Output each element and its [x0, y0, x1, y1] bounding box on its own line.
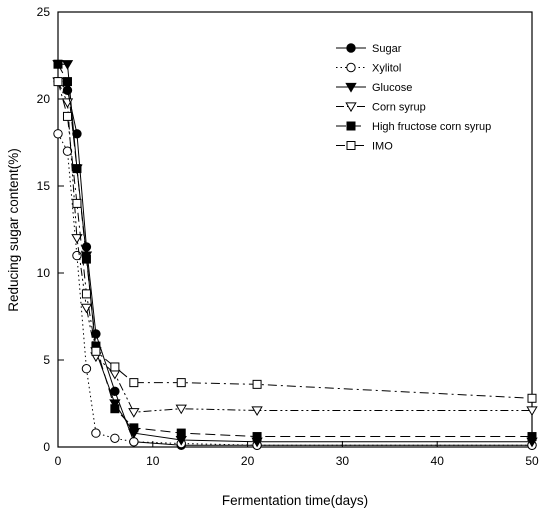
data-point-high-fructose-corn-syrup — [527, 432, 537, 442]
data-point-xylitol — [53, 129, 63, 139]
data-point-high-fructose-corn-syrup — [72, 164, 82, 174]
legend-marker-imo — [346, 141, 356, 150]
data-point-corn-syrup — [251, 406, 263, 417]
data-point-sugar — [72, 129, 82, 139]
series-line-sugar — [57, 81, 532, 446]
legend-marker-high-fructose-corn-syrup — [346, 121, 356, 131]
data-point-corn-syrup — [71, 234, 83, 244]
legend-item-glucose: Glucose — [336, 82, 412, 94]
data-point-xylitol — [110, 433, 120, 443]
data-point-imo — [81, 289, 91, 299]
data-point-glucose — [109, 399, 121, 410]
axes: 0 10 20 30 40 50 0 5 10 15 20 25 — [37, 5, 539, 468]
x-tick-label: 50 — [525, 454, 539, 468]
legend-item-xylitol: Xylitol — [336, 63, 401, 75]
data-point-high-fructose-corn-syrup — [62, 77, 72, 87]
series-layer — [52, 59, 538, 450]
data-point-sugar — [81, 242, 92, 252]
data-point-imo — [62, 111, 72, 121]
data-point-high-fructose-corn-syrup — [53, 59, 63, 69]
legend-item-sugar: Sugar — [336, 43, 402, 55]
data-point-imo — [176, 378, 186, 388]
y-tick-label: 25 — [37, 5, 51, 19]
series-sugar — [53, 76, 537, 450]
y-tick-label: 20 — [37, 92, 51, 106]
data-point-imo — [72, 198, 82, 208]
legend-marker-sugar — [346, 43, 356, 53]
series-imo — [53, 77, 537, 403]
series-line-corn-syrup — [57, 81, 532, 413]
series-line-high-fructose-corn-syrup — [57, 63, 532, 438]
data-point-glucose — [61, 60, 74, 70]
y-axis-title: Reducing sugar content(%) — [6, 148, 21, 312]
x-tick-label: 0 — [55, 454, 62, 468]
legend-marker-xylitol — [346, 62, 356, 73]
data-point-imo — [527, 393, 537, 403]
y-tick-label: 0 — [43, 440, 50, 454]
series-xylitol — [53, 129, 537, 450]
data-point-corn-syrup — [128, 408, 140, 418]
legend-label-imo: IMO — [372, 141, 393, 153]
legend-label-corn-syrup: Corn syrup — [372, 102, 426, 114]
data-point-imo — [252, 379, 262, 389]
y-tick-label: 10 — [37, 266, 51, 280]
legend-label-glucose: Glucose — [372, 82, 412, 94]
legend-marker-corn-syrup — [345, 102, 357, 113]
data-point-high-fructose-corn-syrup — [252, 432, 262, 442]
legend-label-high-fructose-corn-syrup: High fructose corn syrup — [372, 121, 491, 133]
x-tick-label: 20 — [241, 454, 255, 468]
data-point-imo — [129, 378, 139, 388]
data-point-corn-syrup — [109, 369, 121, 380]
data-point-high-fructose-corn-syrup — [176, 428, 186, 438]
legend-item-high-fructose-corn-syrup: High fructose corn syrup — [336, 121, 491, 133]
legend-item-corn-syrup: Corn syrup — [336, 102, 426, 114]
x-axis-title: Fermentation time(days) — [222, 493, 368, 508]
series-line-imo — [57, 81, 533, 399]
data-point-xylitol — [91, 428, 101, 438]
plot-frame — [57, 11, 533, 448]
data-point-imo — [110, 362, 120, 372]
series-high-fructose-corn-syrup — [53, 59, 537, 442]
data-point-xylitol — [81, 364, 92, 374]
x-tick-label: 40 — [431, 454, 445, 468]
series-line-xylitol — [57, 133, 532, 446]
legend-label-sugar: Sugar — [372, 43, 402, 55]
data-point-xylitol — [129, 437, 139, 447]
data-point-high-fructose-corn-syrup — [110, 404, 120, 414]
data-point-corn-syrup — [526, 406, 538, 417]
x-tick-label: 30 — [336, 454, 350, 468]
legend-label-xylitol: Xylitol — [372, 63, 401, 75]
data-point-imo — [91, 346, 101, 356]
y-tick-label: 5 — [43, 353, 50, 367]
series-glucose — [52, 60, 538, 448]
legend: Sugar Xylitol Glucose Corn syrup High fructo… — [336, 43, 491, 153]
legend-marker-glucose — [345, 82, 357, 93]
data-point-high-fructose-corn-syrup — [81, 254, 91, 264]
x-tick-label: 10 — [146, 454, 160, 468]
data-point-high-fructose-corn-syrup — [129, 423, 139, 433]
y-tick-label: 15 — [37, 179, 51, 193]
data-point-corn-syrup — [175, 404, 187, 415]
legend-item-imo: IMO — [336, 141, 393, 153]
data-point-imo — [53, 77, 63, 87]
